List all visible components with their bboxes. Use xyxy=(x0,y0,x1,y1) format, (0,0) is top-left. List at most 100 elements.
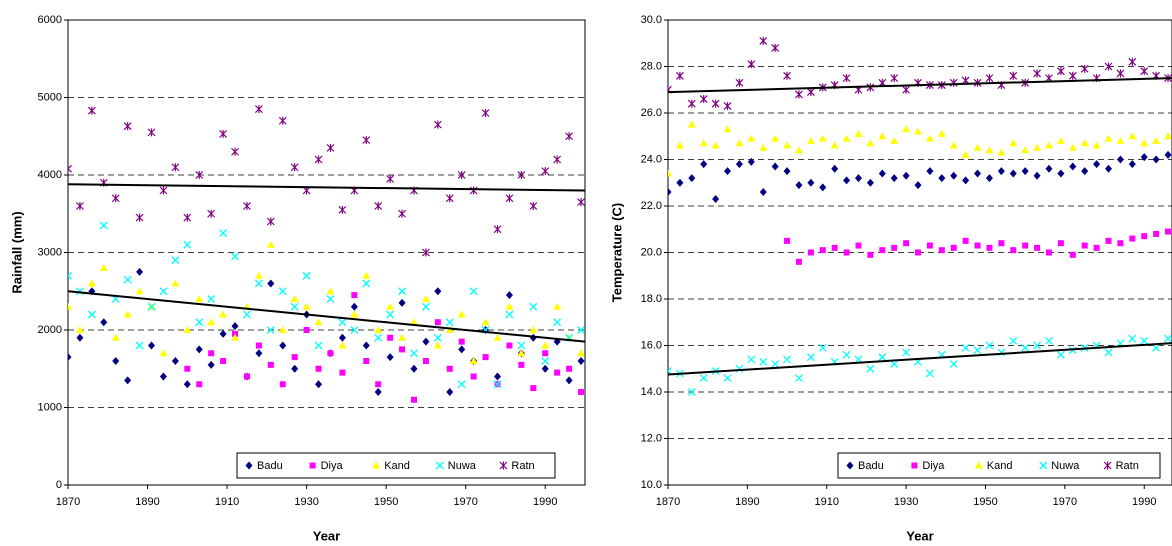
marker xyxy=(566,365,573,372)
marker xyxy=(493,380,502,389)
marker xyxy=(219,310,228,318)
marker xyxy=(541,167,550,176)
marker xyxy=(100,318,108,327)
marker xyxy=(375,381,382,388)
marker xyxy=(759,357,768,366)
marker xyxy=(807,178,815,187)
marker xyxy=(183,213,192,222)
marker xyxy=(949,78,958,87)
y-tick-label: 3000 xyxy=(38,246,62,258)
marker xyxy=(687,388,696,396)
marker xyxy=(302,302,311,310)
marker xyxy=(207,295,216,303)
marker xyxy=(159,349,168,357)
x-tick-label: 1950 xyxy=(374,496,398,508)
marker xyxy=(457,171,466,179)
marker xyxy=(949,141,958,149)
marker xyxy=(458,345,466,354)
marker xyxy=(421,248,430,257)
marker xyxy=(518,361,525,368)
marker xyxy=(338,318,347,327)
y-tick-label: 0 xyxy=(56,479,62,491)
marker xyxy=(795,374,803,383)
marker xyxy=(184,365,191,372)
marker xyxy=(723,102,732,111)
marker xyxy=(493,225,502,234)
marker xyxy=(949,360,958,369)
plot-area xyxy=(68,105,585,403)
marker xyxy=(279,381,286,388)
marker xyxy=(783,355,792,364)
marker xyxy=(926,242,933,249)
y-tick-label: 14.0 xyxy=(641,386,662,398)
marker xyxy=(819,247,826,254)
marker xyxy=(219,229,228,238)
marker xyxy=(362,341,370,350)
y-tick-label: 16.0 xyxy=(641,339,662,351)
marker xyxy=(1033,341,1042,350)
marker xyxy=(87,106,96,115)
trend-line xyxy=(668,77,1172,94)
legend-label: Diya xyxy=(922,460,945,472)
marker xyxy=(434,287,442,296)
marker xyxy=(565,132,574,141)
marker xyxy=(326,287,335,295)
marker xyxy=(433,333,442,342)
marker xyxy=(1128,334,1137,343)
marker xyxy=(220,358,227,364)
marker xyxy=(254,271,263,279)
marker xyxy=(386,302,395,310)
marker xyxy=(291,354,298,361)
marker xyxy=(1045,336,1053,345)
marker xyxy=(1116,155,1124,164)
marker xyxy=(195,345,203,354)
marker xyxy=(985,341,994,350)
marker xyxy=(68,164,72,173)
marker xyxy=(724,167,732,176)
marker xyxy=(303,327,310,333)
marker xyxy=(309,462,316,469)
marker xyxy=(290,295,299,302)
marker xyxy=(1009,139,1018,147)
marker xyxy=(1033,69,1041,78)
marker xyxy=(973,346,982,355)
marker xyxy=(255,342,262,349)
marker xyxy=(374,202,383,210)
marker xyxy=(196,381,203,388)
marker xyxy=(577,349,585,357)
marker xyxy=(784,237,791,244)
y-tick-label: 22.0 xyxy=(641,200,662,212)
marker xyxy=(76,202,84,210)
marker xyxy=(843,249,850,256)
marker xyxy=(207,318,216,326)
marker xyxy=(421,295,430,302)
marker xyxy=(1141,233,1148,240)
marker xyxy=(123,122,132,131)
legend-label: Ratn xyxy=(511,460,534,472)
marker xyxy=(87,310,96,319)
marker xyxy=(314,341,323,350)
marker xyxy=(111,194,120,203)
marker xyxy=(937,129,946,137)
marker xyxy=(759,143,768,151)
marker xyxy=(254,105,263,114)
marker xyxy=(386,353,394,362)
marker xyxy=(747,60,756,69)
marker xyxy=(962,176,970,185)
marker xyxy=(962,237,969,244)
marker xyxy=(1116,136,1125,144)
marker xyxy=(327,350,334,357)
marker xyxy=(338,333,346,342)
marker xyxy=(985,174,993,183)
marker xyxy=(974,169,982,178)
y-tick-label: 6000 xyxy=(38,14,62,26)
marker xyxy=(950,244,957,251)
marker xyxy=(505,310,514,319)
marker xyxy=(195,295,204,302)
marker xyxy=(183,326,192,333)
marker xyxy=(938,174,946,183)
marker xyxy=(735,78,744,87)
marker xyxy=(1164,334,1172,343)
marker xyxy=(68,271,72,280)
